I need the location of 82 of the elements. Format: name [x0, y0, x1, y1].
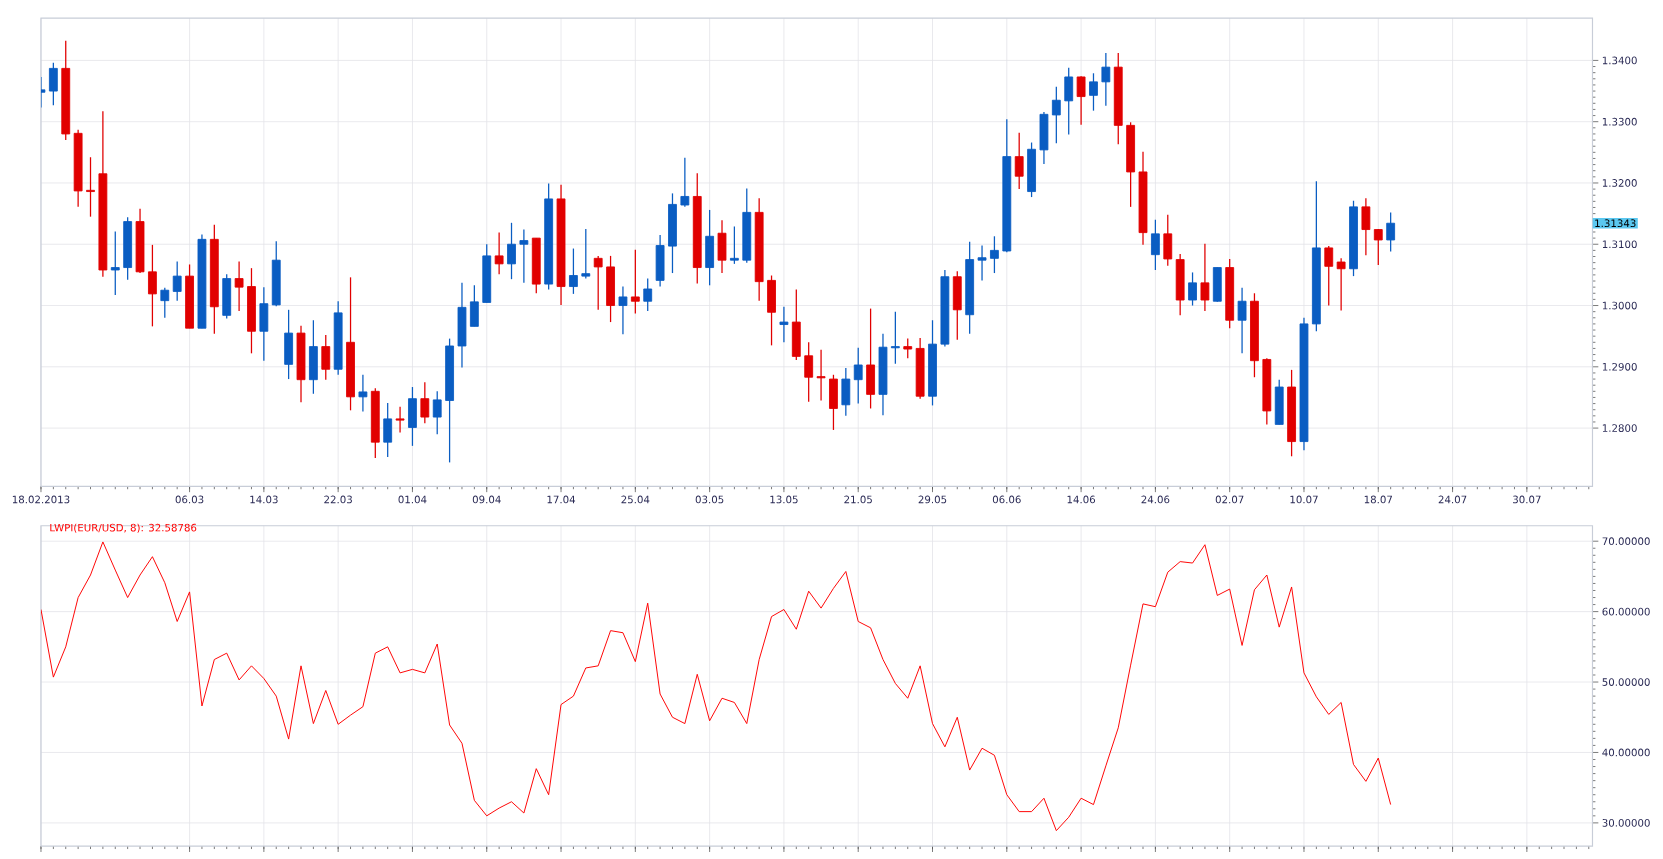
candlestick	[643, 278, 653, 312]
x-tick-label: 06.06	[992, 495, 1021, 504]
x-tick-label: 01.04	[398, 495, 427, 504]
candlestick	[593, 255, 603, 311]
candlestick	[853, 347, 863, 405]
candlestick	[804, 341, 814, 403]
candlestick	[569, 248, 578, 295]
y-tick-label: 1.3000	[1602, 301, 1637, 310]
candlestick	[172, 260, 182, 302]
candlestick	[816, 349, 826, 402]
candlestick	[1014, 132, 1024, 190]
chart-title: LWPI(EUR/USD, 8): 32.58786	[50, 523, 197, 533]
candlestick	[1188, 271, 1197, 307]
x-tick-label: 02.07	[1215, 495, 1244, 504]
candlestick	[1076, 75, 1086, 126]
x-tick-label: 29.05	[918, 495, 947, 504]
x-tick-label: 09.04	[472, 495, 501, 504]
candlestick	[160, 287, 170, 319]
y-tick-label: 70.00000	[1602, 537, 1650, 546]
candlestick	[1089, 72, 1098, 112]
candlestick	[729, 226, 739, 265]
candlestick	[321, 334, 331, 381]
y-tick-label: 1.3200	[1602, 179, 1637, 187]
x-tick-label: 24.07	[1438, 495, 1467, 504]
candlestick	[86, 156, 95, 218]
candlestick	[977, 245, 987, 282]
x-tick-label: 14.06	[1067, 495, 1096, 504]
candlestick	[148, 244, 157, 328]
candlestick	[507, 222, 516, 280]
candlestick	[890, 311, 900, 365]
y-tick-label: 1.3300	[1602, 118, 1637, 126]
y-tick-label: 1.2900	[1602, 363, 1637, 371]
x-tick-label: 30.07	[1513, 495, 1541, 504]
x-tick-label: 14.03	[250, 495, 278, 504]
y-tick-label: 1.3400	[1602, 56, 1637, 65]
y-tick-label: 30.00000	[1602, 819, 1650, 827]
text: 1.31343	[1595, 219, 1636, 228]
candlestick	[1051, 86, 1061, 144]
candlestick	[680, 157, 690, 208]
candlestick	[1336, 257, 1346, 312]
candlestick	[1386, 211, 1396, 253]
y-tick-label: 40.00000	[1602, 748, 1650, 757]
candlestick	[618, 286, 628, 336]
candlestick	[519, 229, 529, 284]
candlestick	[234, 260, 244, 312]
x-tick-label: 17.04	[547, 495, 576, 504]
candlestick	[779, 306, 789, 344]
candlestick	[358, 374, 368, 413]
y-tick-label: 60.00000	[1602, 607, 1650, 616]
candlestick	[1237, 287, 1247, 355]
candlestick	[630, 249, 640, 315]
x-tick-label: 22.03	[324, 495, 352, 504]
x-tick-label: 18.02.2013	[12, 495, 70, 504]
candlestick	[903, 338, 913, 360]
candlestick	[432, 390, 442, 436]
x-tick-label: 03.05	[695, 495, 724, 504]
candlestick	[1373, 228, 1383, 266]
x-tick-label: 06.03	[175, 495, 204, 504]
candlestick	[1064, 67, 1074, 136]
x-tick-label: 18.07	[1364, 495, 1392, 504]
y-tick-label: 50.00000	[1602, 678, 1650, 687]
candlestick	[581, 228, 591, 280]
candlestick	[494, 232, 504, 276]
candlestick	[1324, 245, 1334, 307]
x-tick-label: 21.05	[844, 495, 872, 504]
x-tick-label: 24.06	[1141, 495, 1170, 504]
candlestick	[383, 402, 393, 458]
x-tick-label: 13.05	[770, 495, 798, 504]
candlestick	[1150, 219, 1160, 271]
candlestick	[110, 230, 120, 296]
candlestick	[990, 235, 999, 274]
x-tick-label: 25.04	[621, 495, 650, 504]
candlestick	[420, 381, 430, 424]
line-series	[40, 541, 1392, 832]
candlestick	[395, 406, 405, 434]
y-tick-label: 1.2800	[1602, 424, 1637, 433]
y-tick-label: 1.3100	[1602, 240, 1637, 249]
x-tick-label: 10.07	[1290, 495, 1318, 504]
candlestick	[1361, 197, 1371, 257]
candlestick	[1101, 52, 1111, 107]
candlestick	[48, 62, 58, 106]
candlestick	[1200, 243, 1210, 312]
